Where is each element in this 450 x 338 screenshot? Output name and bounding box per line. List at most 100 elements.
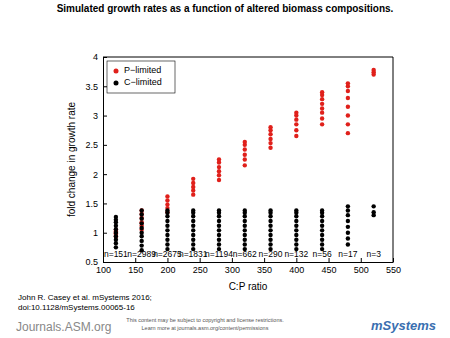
point xyxy=(217,219,221,223)
y-tick-label: 1 xyxy=(93,228,98,238)
point xyxy=(139,208,143,212)
point xyxy=(217,242,221,246)
point xyxy=(346,89,350,93)
point xyxy=(346,242,350,246)
point xyxy=(191,223,195,227)
point xyxy=(346,231,350,235)
point xyxy=(243,140,247,144)
point xyxy=(139,216,143,220)
point xyxy=(165,198,169,202)
annotation: n=290 xyxy=(259,249,283,259)
copyright-note: This content may be subject to copyright… xyxy=(126,317,284,323)
y-tick: 3 xyxy=(93,111,107,121)
point xyxy=(217,173,221,177)
annotation: n=3 xyxy=(366,249,381,259)
point xyxy=(114,215,118,219)
frame-right xyxy=(393,57,394,262)
citation: doi:10.1128/mSystems.00065-16 xyxy=(18,303,135,312)
x-tick-label: 150 xyxy=(128,265,143,275)
point xyxy=(243,223,247,227)
y-tick-mark xyxy=(103,174,107,175)
x-tick: 150 xyxy=(128,258,143,275)
point xyxy=(320,90,324,94)
annotation: n=17 xyxy=(338,249,357,259)
x-tick-mark xyxy=(393,258,394,262)
point xyxy=(371,204,375,208)
point xyxy=(191,185,195,189)
y-tick-mark xyxy=(103,116,107,117)
y-axis: 0.511.522.533.54 xyxy=(85,52,107,267)
y-tick-label: 2 xyxy=(93,170,98,180)
series xyxy=(114,68,376,239)
point xyxy=(139,226,143,230)
x-axis-label: C:P ratio xyxy=(229,281,268,292)
annotation: n=2675 xyxy=(153,249,182,259)
y-tick-mark xyxy=(103,57,107,58)
point xyxy=(320,97,324,101)
point xyxy=(268,146,272,150)
point xyxy=(268,137,272,141)
point xyxy=(191,233,195,237)
point xyxy=(294,110,298,114)
point xyxy=(268,141,272,145)
point xyxy=(191,219,195,223)
point xyxy=(139,239,143,243)
point xyxy=(346,219,350,223)
point xyxy=(320,242,324,246)
legend-marker xyxy=(114,81,119,86)
x-tick-label: 350 xyxy=(257,265,272,275)
x-tick-mark xyxy=(361,258,362,262)
y-tick: 4 xyxy=(93,52,107,62)
point xyxy=(346,236,350,240)
citation: John R. Casey et al. mSystems 2016; xyxy=(18,293,152,302)
point xyxy=(268,208,272,212)
point xyxy=(217,178,221,182)
legend-marker xyxy=(114,69,119,74)
point xyxy=(268,219,272,223)
x-tick-label: 400 xyxy=(289,265,304,275)
point xyxy=(243,228,247,232)
point xyxy=(139,243,143,247)
point xyxy=(191,228,195,232)
point xyxy=(139,221,143,225)
x-tick-label: 300 xyxy=(225,265,240,275)
point xyxy=(217,233,221,237)
points xyxy=(114,68,376,253)
point xyxy=(268,228,272,232)
point xyxy=(294,128,298,132)
point xyxy=(294,208,298,212)
frame-top xyxy=(103,57,393,58)
annotation: n=151 xyxy=(104,249,128,259)
x-tick: 200 xyxy=(160,258,175,275)
point xyxy=(268,242,272,246)
point xyxy=(320,233,324,237)
point xyxy=(268,233,272,237)
point xyxy=(268,238,272,242)
point xyxy=(320,208,324,212)
y-axis-line xyxy=(103,58,104,263)
point xyxy=(217,169,221,173)
y-tick: 2.5 xyxy=(85,140,107,150)
point xyxy=(139,212,143,216)
point xyxy=(320,110,324,114)
point xyxy=(346,208,350,212)
point xyxy=(346,81,350,85)
point xyxy=(346,204,350,208)
point xyxy=(294,117,298,121)
point xyxy=(320,228,324,232)
annotation: n=662 xyxy=(233,249,257,259)
y-tick-mark xyxy=(103,233,107,234)
y-axis-label: fold change in growth rate xyxy=(66,102,77,218)
point xyxy=(217,157,221,161)
point xyxy=(191,238,195,242)
point xyxy=(294,134,298,138)
annotation: n=1831 xyxy=(179,249,208,259)
point xyxy=(139,231,143,235)
x-tick-label: 100 xyxy=(96,265,111,275)
x-tick-label: 500 xyxy=(354,265,369,275)
point xyxy=(165,194,169,198)
y-tick-mark xyxy=(103,145,107,146)
point xyxy=(320,223,324,227)
x-tick: 250 xyxy=(193,258,208,275)
journal-site: Journals.ASM.org xyxy=(16,320,111,334)
